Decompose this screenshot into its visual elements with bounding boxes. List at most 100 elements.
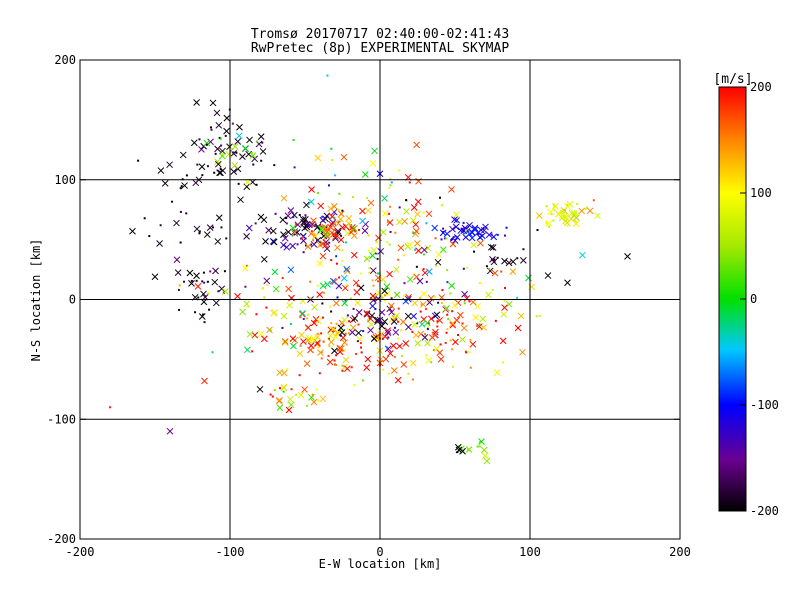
- data-point-dot: [341, 259, 344, 262]
- data-point-x: [476, 323, 483, 330]
- data-point-x: [421, 246, 428, 254]
- data-point-dot: [535, 315, 538, 318]
- data-point-x: [491, 269, 499, 277]
- data-point-x: [262, 238, 269, 245]
- chart-title: Tromsø 20170717 02:40:00-02:41:43: [251, 27, 509, 42]
- data-point-x: [327, 326, 335, 334]
- data-point-x: [364, 355, 372, 363]
- data-point-x: [225, 150, 233, 158]
- data-point-x: [181, 182, 188, 189]
- data-point-x: [212, 267, 219, 275]
- data-point-dot: [333, 216, 336, 219]
- data-point-x: [317, 349, 324, 356]
- data-point-x: [212, 299, 220, 307]
- data-point-x: [326, 358, 334, 366]
- data-point-x: [261, 335, 268, 343]
- data-point-x: [419, 301, 427, 308]
- data-point-x: [286, 395, 294, 403]
- data-point-x: [291, 211, 298, 219]
- data-point-dot: [574, 220, 577, 223]
- data-point-dot: [375, 252, 378, 255]
- data-point-dot: [336, 296, 339, 299]
- colorbar-tick-label: 0: [750, 292, 757, 306]
- data-point-x: [223, 114, 231, 122]
- data-point-dot: [400, 329, 403, 332]
- x-tick-label: 200: [669, 545, 691, 559]
- data-point-dot: [397, 307, 400, 310]
- data-point-dot: [159, 224, 162, 227]
- data-point-dot: [439, 196, 441, 199]
- data-point-x: [287, 207, 295, 214]
- data-point-x: [573, 214, 580, 222]
- data-point-x: [469, 298, 477, 306]
- data-point-x: [570, 209, 578, 217]
- data-point-dot: [494, 319, 497, 322]
- data-point-dot: [309, 243, 312, 246]
- data-point-dot: [491, 289, 494, 292]
- data-point-dot: [469, 366, 472, 369]
- data-point-x: [563, 219, 571, 227]
- data-point-x: [420, 290, 428, 298]
- data-point-dot: [566, 224, 569, 227]
- data-point-x: [281, 339, 289, 347]
- data-point-dot: [424, 333, 427, 336]
- data-point-x: [544, 272, 552, 279]
- data-point-dot: [490, 233, 493, 236]
- data-point-x: [483, 457, 491, 465]
- data-point-x: [399, 318, 407, 326]
- data-point-dot: [422, 268, 425, 271]
- data-point-dot: [436, 320, 439, 323]
- data-point-x: [410, 204, 418, 211]
- data-point-dot: [304, 244, 307, 247]
- data-point-dot: [219, 168, 222, 171]
- data-point-dot: [411, 378, 414, 381]
- data-point-dot: [269, 329, 272, 332]
- data-point-dot: [478, 445, 481, 448]
- data-point-dot: [327, 355, 330, 358]
- data-point-x: [459, 336, 466, 343]
- data-point-x: [341, 299, 348, 307]
- data-point-dot: [440, 302, 443, 305]
- data-point-dot: [386, 221, 389, 224]
- data-point-dot: [426, 328, 429, 331]
- data-point-x: [190, 139, 198, 147]
- data-point-dot: [137, 159, 140, 162]
- data-point-dot: [355, 352, 358, 355]
- data-point-dot: [197, 296, 200, 299]
- data-point-dot: [295, 223, 298, 226]
- data-point-dot: [306, 225, 309, 228]
- data-point-x: [317, 225, 325, 233]
- data-point-x: [332, 299, 340, 307]
- data-point-dot: [516, 257, 519, 260]
- data-point-x: [426, 299, 433, 306]
- data-point-x: [310, 217, 317, 225]
- y-tick-label: 100: [54, 173, 76, 187]
- data-point-x: [416, 277, 424, 285]
- data-point-dot: [334, 327, 337, 330]
- data-point-x: [451, 216, 458, 224]
- data-point-x: [449, 320, 456, 327]
- data-point-x: [594, 212, 601, 220]
- data-point-x: [579, 251, 586, 259]
- data-point-x: [433, 345, 441, 353]
- data-point-x: [296, 350, 304, 357]
- data-point-x: [157, 167, 165, 174]
- data-point-x: [307, 230, 315, 238]
- data-point-x: [341, 316, 348, 324]
- data-point-x: [319, 395, 327, 403]
- data-point-dot: [206, 165, 209, 168]
- data-point-x: [280, 384, 288, 391]
- data-point-dot: [394, 326, 397, 329]
- data-point-dot: [397, 320, 400, 323]
- data-point-x: [369, 302, 376, 310]
- data-point-dot: [201, 280, 204, 283]
- data-point-x: [405, 323, 412, 331]
- data-point-dot: [306, 404, 309, 407]
- data-point-x: [452, 338, 459, 346]
- data-point-x: [246, 136, 253, 144]
- data-point-dot: [346, 328, 349, 331]
- data-point-dot: [425, 354, 428, 357]
- data-point-dot: [266, 283, 269, 286]
- data-point-x: [342, 356, 350, 364]
- data-point-dot: [504, 287, 507, 290]
